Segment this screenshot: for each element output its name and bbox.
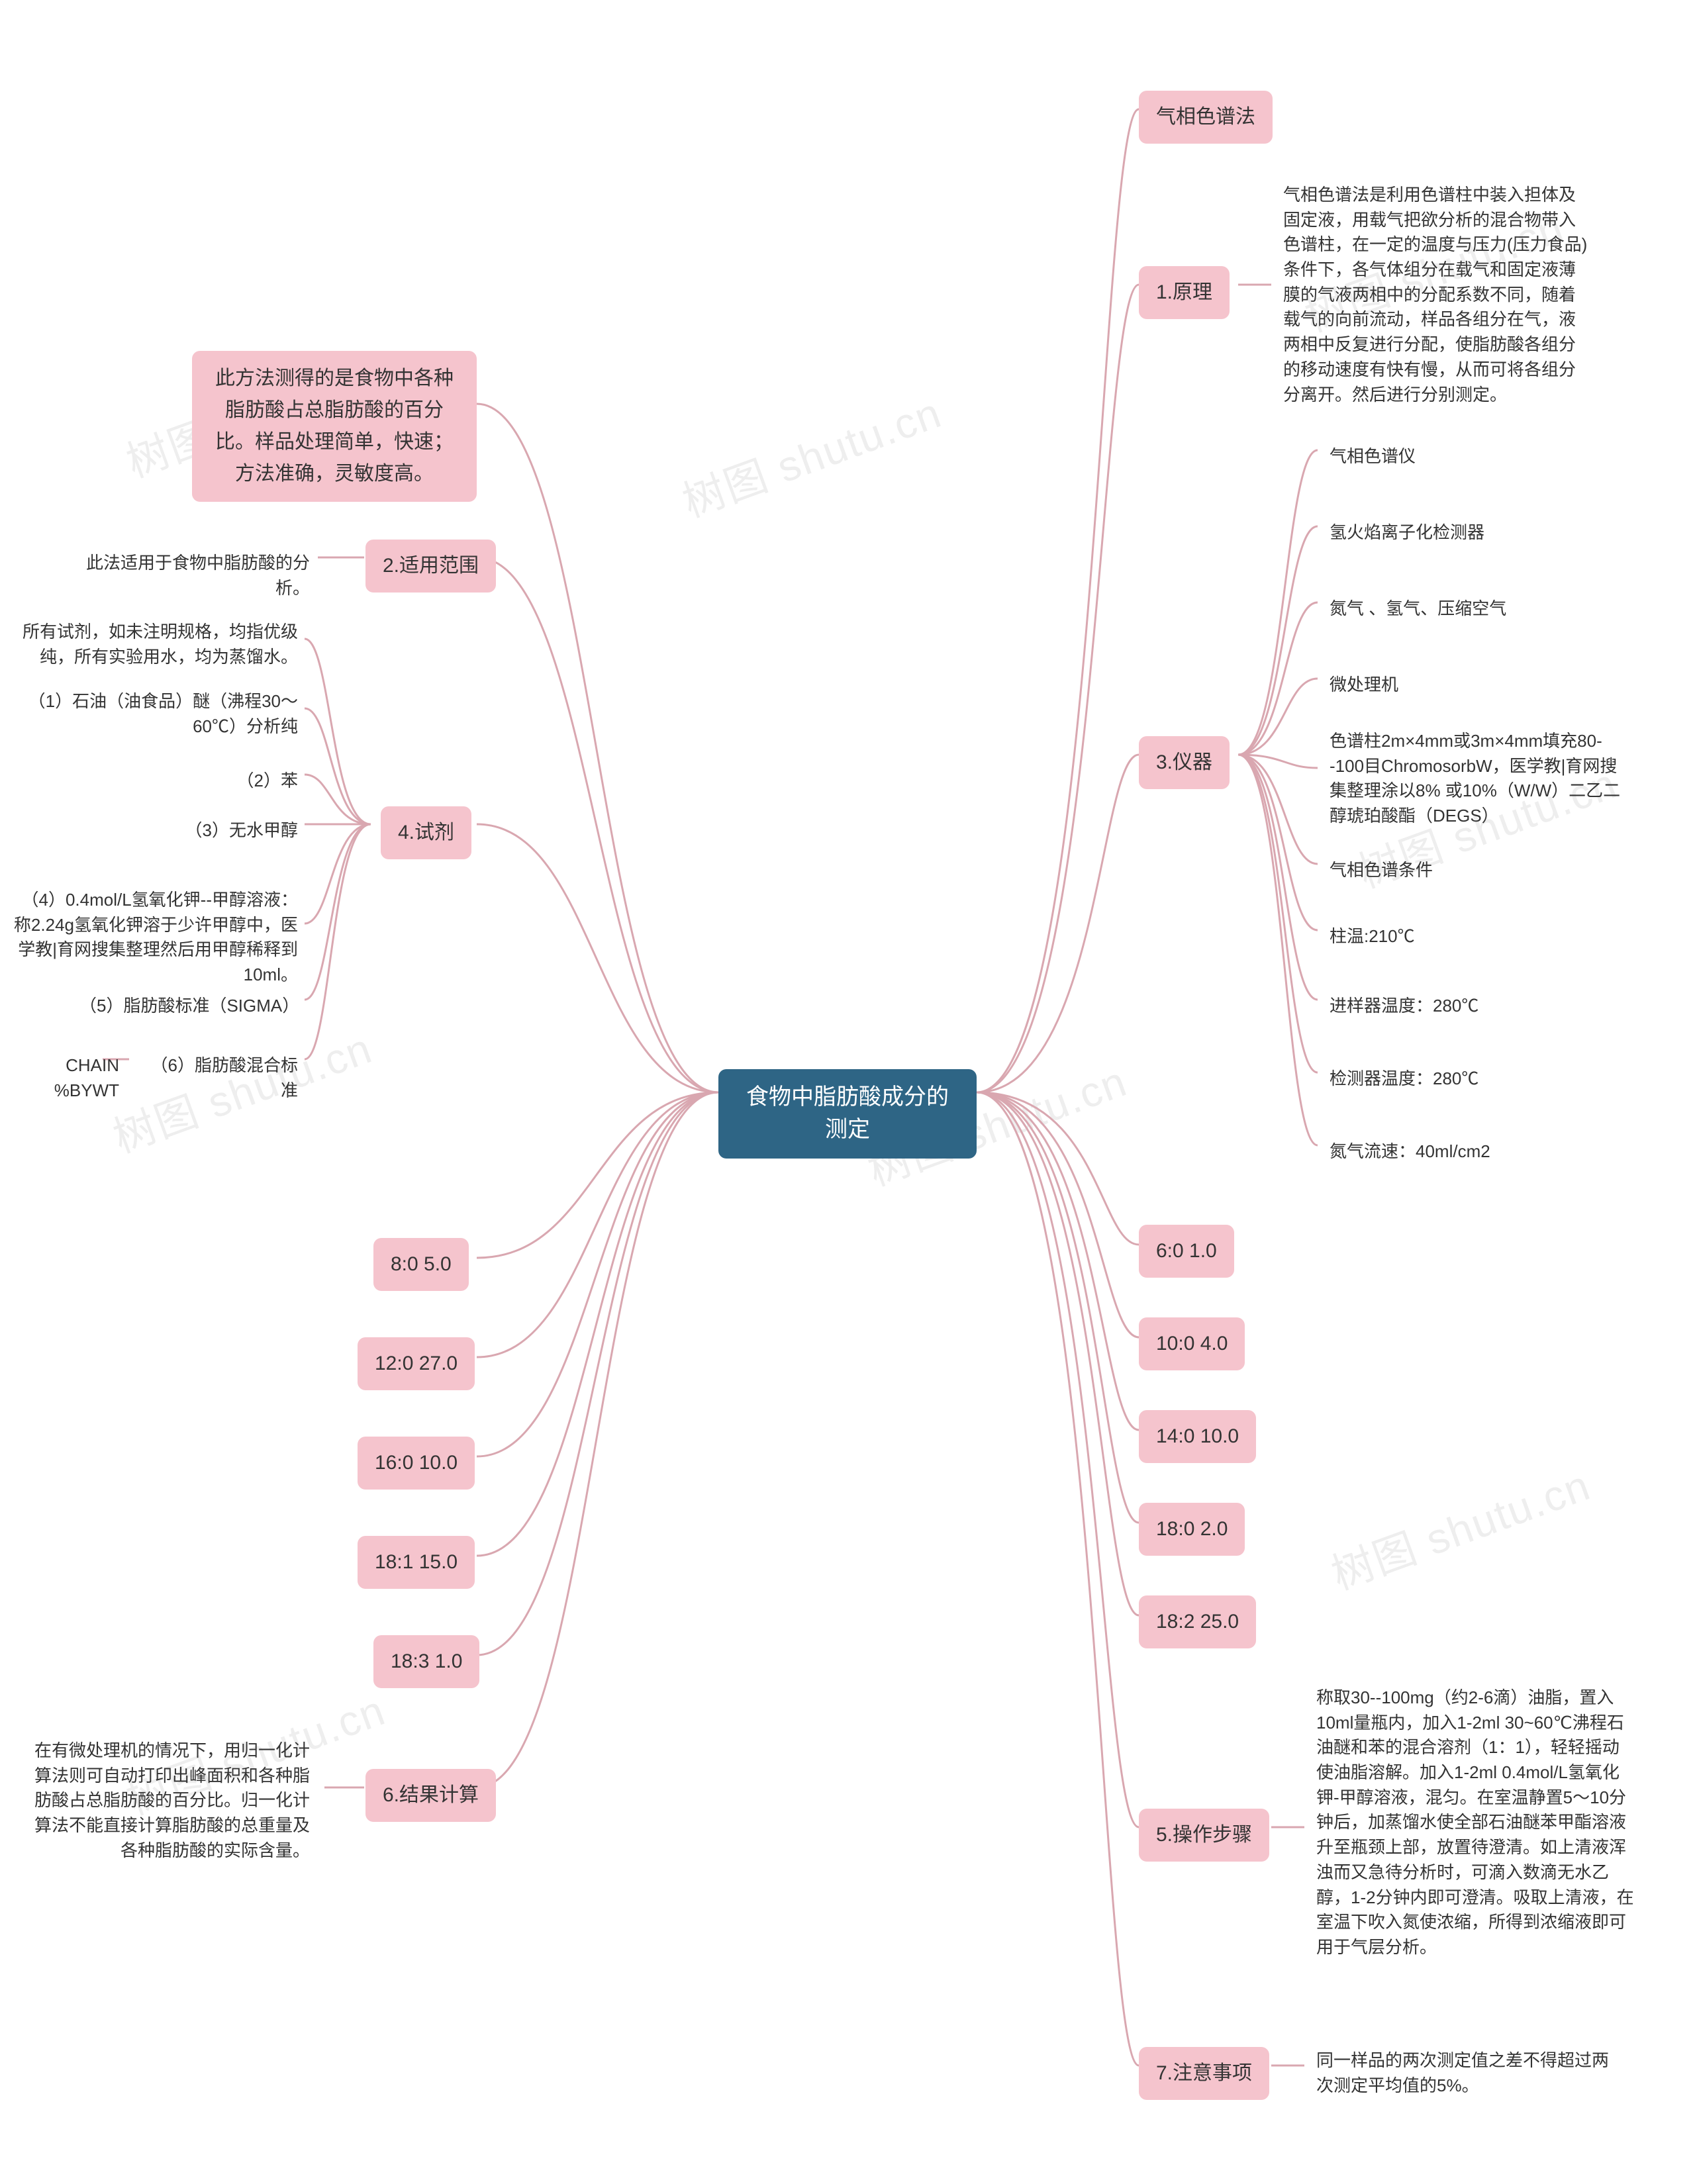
section-notes[interactable]: 7.注意事项 bbox=[1139, 2047, 1269, 2100]
section-steps[interactable]: 5.操作步骤 bbox=[1139, 1809, 1269, 1862]
chip-18-1[interactable]: 18:1 15.0 bbox=[358, 1536, 475, 1589]
chip-14-0[interactable]: 14:0 10.0 bbox=[1139, 1410, 1256, 1463]
chip-18-3[interactable]: 18:3 1.0 bbox=[373, 1635, 479, 1688]
reagent-leaf-2: （2）苯 bbox=[205, 765, 305, 798]
instr-leaf-2: 氮气 、氢气、压缩空气 bbox=[1323, 593, 1513, 626]
root-node[interactable]: 食物中脂肪酸成分的测定 bbox=[718, 1069, 977, 1159]
reagent-leaf-6-child: CHAIN %BYWT bbox=[0, 1049, 126, 1107]
mindmap-canvas: 树图 shutu.cn 树图 shutu.cn 树图 shutu.cn 树图 s… bbox=[0, 0, 1695, 2184]
reagent-leaf-6: （6）脂肪酸混合标准 bbox=[132, 1049, 305, 1107]
chip-10-0[interactable]: 10:0 4.0 bbox=[1139, 1317, 1245, 1370]
reagent-leaf-4: （4）0.4mol/L氢氧化钾--甲醇溶液：称2.24g氢氧化钾溶于少许甲醇中，… bbox=[7, 884, 305, 992]
reagent-leaf-5: （5）脂肪酸标准（SIGMA） bbox=[73, 990, 305, 1023]
section-gc[interactable]: 气相色谱法 bbox=[1139, 91, 1273, 144]
section-reagent[interactable]: 4.试剂 bbox=[381, 806, 471, 859]
instr-leaf-8: 检测器温度：280℃ bbox=[1323, 1063, 1485, 1096]
instr-leaf-0: 气相色谱仪 bbox=[1323, 440, 1422, 473]
chip-16-0[interactable]: 16:0 10.0 bbox=[358, 1437, 475, 1490]
section-calc[interactable]: 6.结果计算 bbox=[365, 1769, 496, 1822]
section-instrument[interactable]: 3.仪器 bbox=[1139, 736, 1230, 789]
reagent-leaf-0: 所有试剂，如未注明规格，均指优级纯，所有实验用水，均为蒸馏水。 bbox=[7, 616, 305, 673]
principle-leaf: 气相色谱法是利用色谱柱中装入担体及固定液，用载气把欲分析的混合物带入色谱柱，在一… bbox=[1277, 179, 1594, 411]
calc-leaf: 在有微处理机的情况下，用归一化计算法则可自动打印出峰面积和各种脂肪酸占总脂肪酸的… bbox=[12, 1734, 316, 1867]
scope-leaf: 此法适用于食物中脂肪酸的分析。 bbox=[52, 547, 316, 604]
chip-8-0[interactable]: 8:0 5.0 bbox=[373, 1238, 469, 1291]
chip-18-0[interactable]: 18:0 2.0 bbox=[1139, 1503, 1245, 1556]
instr-leaf-6: 柱温:210℃ bbox=[1323, 920, 1422, 953]
section-scope[interactable]: 2.适用范围 bbox=[365, 540, 496, 593]
instr-leaf-3: 微处理机 bbox=[1323, 669, 1405, 702]
instr-leaf-1: 氢火焰离子化检测器 bbox=[1323, 516, 1491, 549]
watermark: 树图 shutu.cn bbox=[673, 379, 949, 530]
chip-6-0[interactable]: 6:0 1.0 bbox=[1139, 1225, 1234, 1278]
instr-leaf-5: 气相色谱条件 bbox=[1323, 854, 1439, 887]
instr-leaf-9: 氮气流速：40ml/cm2 bbox=[1323, 1135, 1497, 1168]
section-principle[interactable]: 1.原理 bbox=[1139, 266, 1230, 319]
notes-leaf: 同一样品的两次测定值之差不得超过两次测定平均值的5%。 bbox=[1310, 2044, 1627, 2102]
steps-leaf: 称取30--100mg（约2-6滴）油脂，置入10ml量瓶内，加入1-2ml 3… bbox=[1310, 1682, 1641, 1964]
chip-12-0[interactable]: 12:0 27.0 bbox=[358, 1337, 475, 1390]
chip-18-2[interactable]: 18:2 25.0 bbox=[1139, 1595, 1256, 1648]
reagent-leaf-1: （1）石油（油食品）醚（沸程30～60℃）分析纯 bbox=[12, 685, 305, 743]
instr-leaf-7: 进样器温度：280℃ bbox=[1323, 990, 1485, 1023]
reagent-leaf-3: （3）无水甲醇 bbox=[168, 814, 305, 847]
intro-box[interactable]: 此方法测得的是食物中各种脂肪酸占总脂肪酸的百分比。样品处理简单，快速；方法准确，… bbox=[192, 351, 477, 502]
instr-leaf-4: 色谱柱2m×4mm或3m×4mm填充80--100目ChromosorbW，医学… bbox=[1323, 725, 1634, 833]
watermark: 树图 shutu.cn bbox=[1322, 1452, 1598, 1602]
